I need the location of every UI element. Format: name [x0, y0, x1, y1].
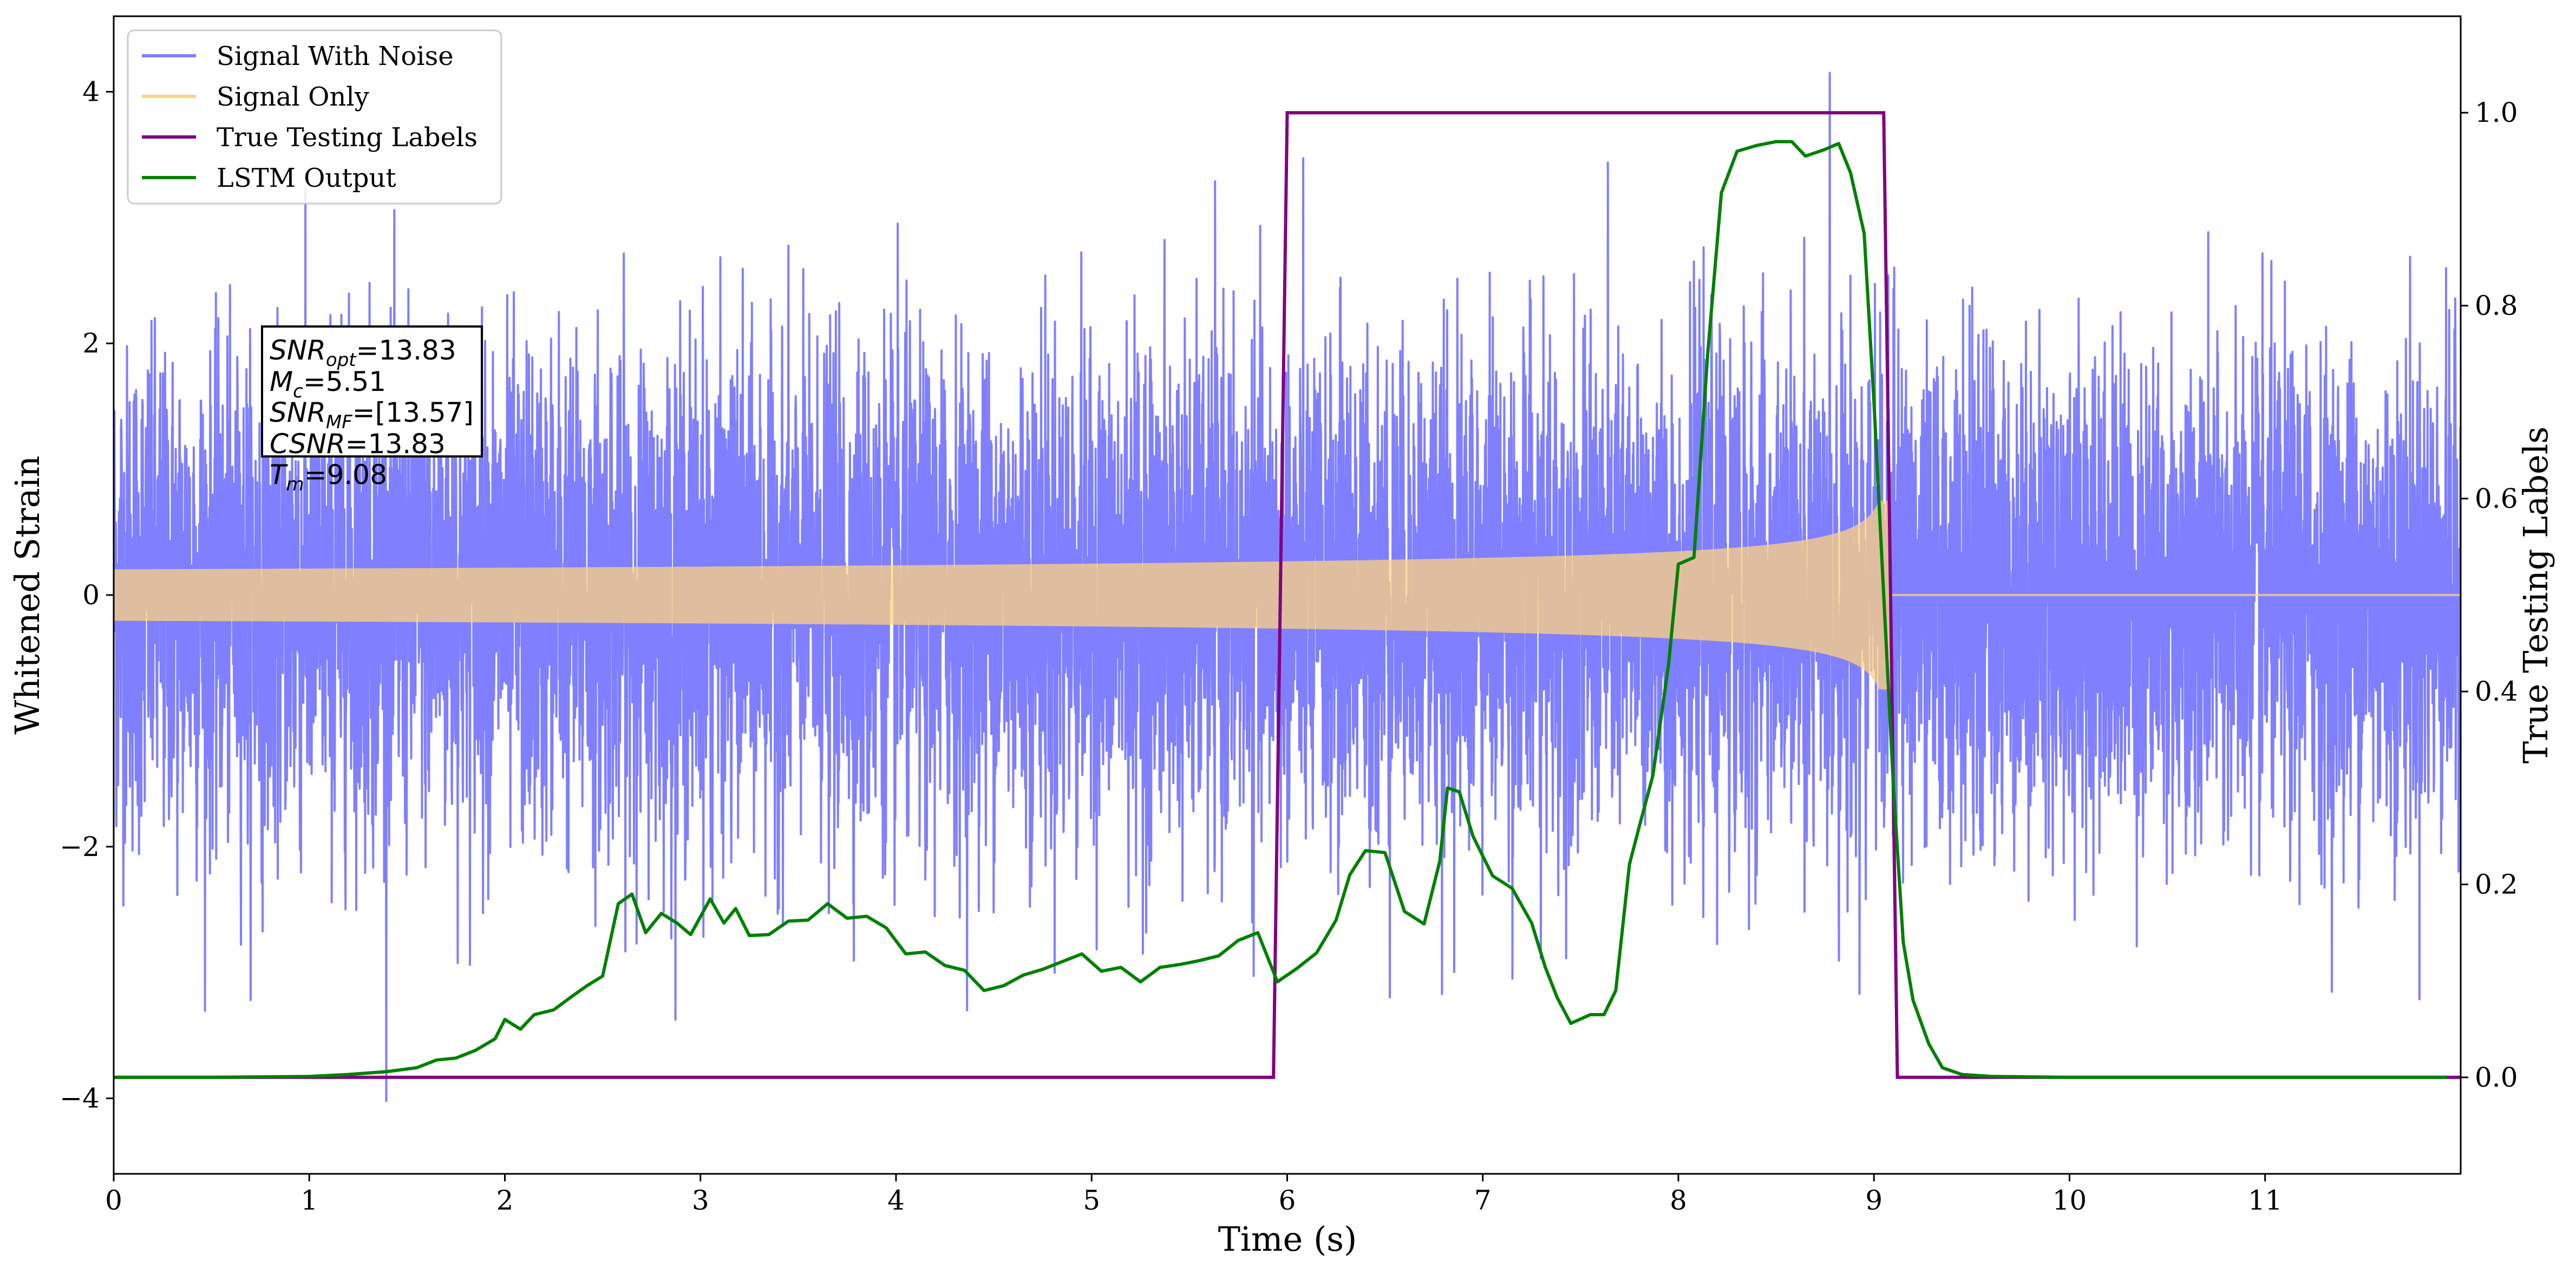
y-right-tick-label: 0.8: [2475, 290, 2518, 322]
x-tick-label: 4: [887, 1185, 905, 1216]
annotation-box: SNRopt=13.83 Mc=5.51 SNRMF=[13.57] CSNR=…: [261, 325, 483, 495]
series-lstm-output: [114, 140, 2447, 1079]
legend-entry-signal-with-noise: Signal With Noise: [217, 41, 454, 71]
series-signal-only: [114, 500, 2461, 690]
x-tick-label: 11: [2248, 1185, 2283, 1216]
y-left-tick-label: −4: [60, 1083, 100, 1114]
x-axis-label: Time (s): [1218, 1219, 1357, 1259]
x-tick-label: 3: [692, 1185, 709, 1216]
legend-entry-true-testing-labels: True Testing Labels: [217, 122, 478, 153]
x-tick-label: 9: [1865, 1185, 1882, 1216]
x-tick-label: 8: [1670, 1185, 1687, 1216]
y-axis-right-ticks: 0.0 0.2 0.4 0.6 0.8 1.0: [2461, 97, 2518, 1093]
y-right-tick-label: 0.6: [2475, 483, 2518, 514]
annotation-frame: [261, 325, 483, 458]
annotation-chirp-mass: Mc=5.51: [270, 366, 386, 402]
x-tick-label: 5: [1083, 1185, 1100, 1216]
annotation-snr-opt: SNRopt=13.83: [270, 335, 456, 371]
legend-entry-lstm-output: LSTM Output: [217, 163, 396, 193]
y-left-tick-label: 2: [82, 328, 100, 359]
y-axis-left-ticks: −4 −2 0 2 4: [60, 76, 114, 1114]
x-tick-label: 10: [2052, 1185, 2087, 1216]
annotation-merger-time: Tm=9.08: [270, 459, 387, 495]
y-right-tick-label: 0.2: [2475, 869, 2518, 900]
y-axis-right-label: True Testing Labels: [2516, 427, 2555, 764]
x-tick-label: 1: [300, 1185, 318, 1216]
x-axis-ticks: 0 1 2 3 4 5 6 7 8 9 10 11: [105, 1174, 2283, 1216]
y-right-tick-label: 0.0: [2475, 1062, 2518, 1093]
y-axis-left-label: Whitened Strain: [8, 456, 47, 735]
y-left-tick-label: 4: [82, 76, 100, 107]
x-tick-label: 7: [1474, 1185, 1492, 1216]
x-tick-label: 2: [496, 1185, 514, 1216]
legend-box: [127, 29, 502, 205]
legend: Signal With Noise Signal Only True Testi…: [127, 29, 502, 205]
y-right-tick-label: 1.0: [2475, 97, 2518, 128]
series-layer: [114, 71, 2461, 1102]
annotation-csnr: CSNR=13.83: [270, 428, 446, 460]
annotation-snr-mf: SNRMF=[13.57]: [270, 397, 474, 433]
y-left-tick-label: 0: [82, 579, 100, 611]
x-tick-label: 6: [1279, 1185, 1296, 1216]
y-left-tick-label: −2: [60, 831, 100, 863]
y-right-tick-label: 0.4: [2475, 676, 2518, 707]
x-tick-label: 0: [105, 1185, 122, 1216]
legend-entry-signal-only: Signal Only: [217, 82, 369, 112]
